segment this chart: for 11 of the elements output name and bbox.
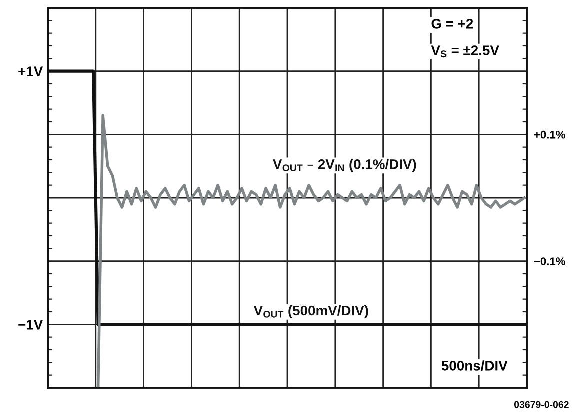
text: 03679-0-062 — [514, 401, 569, 408]
series-label: V$_{OUT}$ – 2V$_{IN}$ (0.1%/DIV) — [273, 159, 416, 172]
y2-tick-label: +0.1% — [534, 130, 566, 139]
annotation: G = +2 — [432, 18, 474, 29]
annotation: 500ns/DIV — [442, 360, 508, 371]
series-label: V$_{OUT}$ (500mV/DIV) — [254, 305, 368, 318]
y2-tick-label: −0.1% — [534, 258, 566, 266]
y-tick-label: −1V — [18, 320, 44, 330]
line-series — [96, 114, 526, 388]
y-tick-label: +1V — [18, 66, 44, 76]
annotation: V$_{S}$ = ±2.5V — [431, 46, 500, 58]
